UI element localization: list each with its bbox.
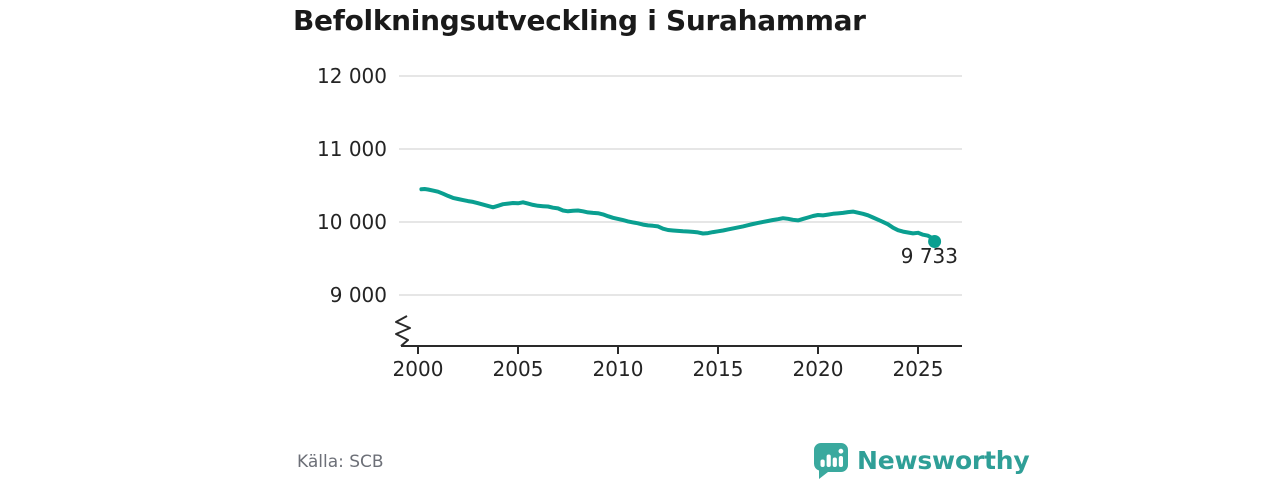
bar-medium bbox=[832, 457, 837, 467]
x-tick-label: 2000 bbox=[393, 357, 444, 381]
axis-break-icon bbox=[395, 315, 411, 347]
x-tick-label: 2005 bbox=[493, 357, 544, 381]
y-tick-label: 10 000 bbox=[317, 210, 387, 234]
exclamation-dot bbox=[838, 448, 844, 454]
last-value-label: 9 733 bbox=[901, 244, 958, 268]
x-tick-label: 2020 bbox=[793, 357, 844, 381]
bar-tall bbox=[826, 454, 831, 467]
population-line bbox=[419, 187, 937, 244]
exclamation-bar bbox=[838, 456, 843, 467]
y-tick-label: 12 000 bbox=[317, 64, 387, 88]
newsworthy-logo-text: Newsworthy bbox=[857, 445, 1030, 475]
bar-small bbox=[820, 459, 825, 467]
x-tick-label: 2025 bbox=[893, 357, 944, 381]
x-tick-label: 2010 bbox=[593, 357, 644, 381]
last-point-marker bbox=[928, 234, 942, 248]
source-credit: Källa: SCB bbox=[297, 452, 384, 472]
chart-title: Befolkningsutveckling i Surahammar bbox=[293, 4, 866, 37]
y-tick-label: 9 000 bbox=[330, 283, 387, 307]
newsworthy-logo[interactable]: Newsworthy bbox=[812, 441, 1030, 479]
x-tick-label: 2015 bbox=[693, 357, 744, 381]
y-tick-label: 11 000 bbox=[317, 137, 387, 161]
newsworthy-bubble-icon bbox=[814, 443, 848, 479]
